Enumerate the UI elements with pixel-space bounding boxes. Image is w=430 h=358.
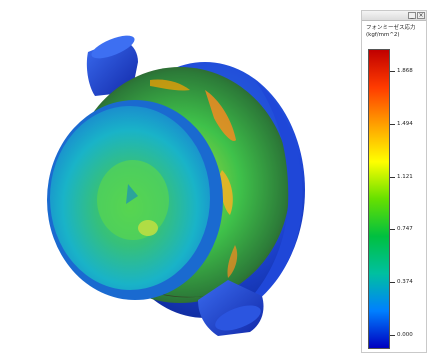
stress-model-render — [47, 35, 305, 336]
stress-hotspot-1 — [205, 90, 236, 141]
stress-legend-panel: _ × フォンミーゼス応力 (kgf/mm^2) 1.868 1.494 1.121… — [361, 10, 427, 353]
scale-tick-label-3: 0.747 — [397, 226, 413, 233]
scale-tick-label-4: 0.374 — [397, 279, 413, 286]
scale-tick-4 — [390, 282, 395, 284]
minimize-button[interactable]: _ — [408, 12, 416, 19]
color-scale-bar — [368, 49, 390, 349]
front-face-center-mark — [126, 184, 138, 204]
legend-title: フォンミーゼス応力 (kgf/mm^2) — [366, 25, 426, 39]
model-viewport[interactable] — [0, 0, 355, 358]
scale-tick-5 — [390, 335, 395, 336]
stress-hotspot-3 — [150, 79, 190, 91]
scale-tick-label-2: 1.121 — [397, 173, 413, 180]
close-button[interactable]: × — [417, 12, 425, 19]
scale-tick-label-1: 1.494 — [397, 120, 413, 127]
scale-tick-2 — [390, 176, 395, 178]
top-lug-face — [91, 35, 135, 59]
front-face-center — [97, 160, 169, 240]
legend-title-unit: (kgf/mm^2) — [366, 32, 400, 38]
legend-titlebar[interactable]: _ × — [362, 11, 426, 21]
scale-tick-label-0: 1.868 — [397, 68, 413, 74]
legend-title-quantity: フォンミーゼス応力 — [366, 25, 416, 31]
scale-tick-0 — [390, 71, 395, 72]
bottom-lug-face — [215, 305, 261, 331]
scale-tick-3 — [390, 229, 395, 231]
front-face-yellow-spot — [138, 220, 158, 236]
scale-tick-1 — [390, 123, 395, 125]
stress-hotspot-2 — [218, 170, 233, 215]
shell-rim — [230, 80, 303, 318]
stress-hotspot-4 — [227, 245, 238, 278]
scale-tick-label-5: 0.000 — [397, 332, 413, 338]
